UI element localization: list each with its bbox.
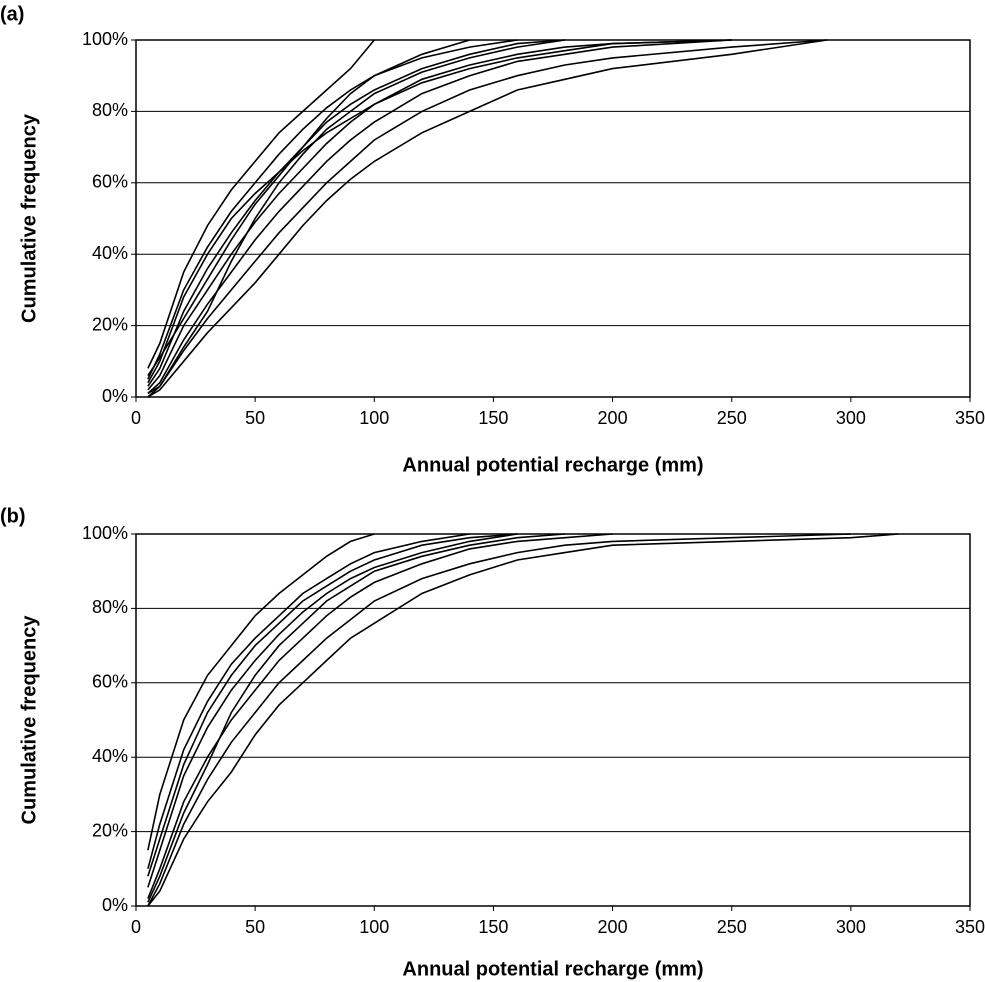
cdf-line: [147, 39, 518, 377]
y-tick-label: 40%: [92, 243, 128, 263]
x-tick-label: 300: [836, 917, 866, 937]
x-tick-label: 350: [955, 408, 985, 428]
y-axis-title: Cumulative frequency: [18, 113, 40, 323]
y-tick-label: 40%: [92, 746, 128, 766]
cdf-line: [147, 533, 613, 899]
plot-frame: [135, 39, 971, 398]
x-tick-label: 250: [717, 408, 747, 428]
y-tick-label: 80%: [92, 100, 128, 120]
y-tick-label: 100%: [82, 523, 128, 543]
x-axis-title: Annual potential recharge (mm): [402, 958, 703, 980]
y-tick-label: 0%: [102, 386, 128, 406]
x-tick-label: 50: [245, 917, 265, 937]
panel-label: (a): [0, 3, 24, 25]
cdf-line: [147, 39, 565, 387]
y-tick-label: 20%: [92, 314, 128, 334]
cdf-line: [147, 39, 732, 384]
x-tick-label: 150: [478, 917, 508, 937]
cdf-line: [147, 39, 732, 394]
x-tick-label: 100: [359, 408, 389, 428]
x-tick-label: 200: [598, 917, 628, 937]
y-tick-label: 0%: [102, 895, 128, 915]
y-tick-label: 100%: [82, 29, 128, 49]
cdf-line: [147, 39, 828, 398]
cdf-line: [147, 39, 566, 395]
y-tick-label: 60%: [92, 172, 128, 192]
x-tick-label: 0: [131, 917, 141, 937]
x-tick-label: 150: [478, 408, 508, 428]
cdf-line: [147, 533, 851, 907]
cdf-line: [147, 533, 518, 877]
cdf-line: [147, 533, 899, 907]
x-tick-label: 250: [717, 917, 747, 937]
cdf-line: [147, 533, 518, 888]
cdf-line: [147, 39, 375, 369]
panel-label: (b): [0, 505, 26, 527]
y-tick-label: 20%: [92, 820, 128, 840]
x-tick-label: 0: [131, 408, 141, 428]
cdf-line: [147, 533, 565, 903]
cdf-line: [147, 533, 375, 851]
x-tick-label: 300: [836, 408, 866, 428]
cdf-line: [147, 39, 828, 398]
y-tick-label: 80%: [92, 597, 128, 617]
y-tick-label: 60%: [92, 672, 128, 692]
cdf-line: [147, 39, 732, 391]
plot-frame: [135, 533, 971, 907]
x-tick-label: 100: [359, 917, 389, 937]
x-axis-title: Annual potential recharge (mm): [402, 454, 703, 476]
x-tick-label: 200: [598, 408, 628, 428]
cdf-line: [147, 533, 470, 870]
x-tick-label: 50: [245, 408, 265, 428]
y-axis-title: Cumulative frequency: [18, 615, 40, 825]
x-tick-label: 350: [955, 917, 985, 937]
